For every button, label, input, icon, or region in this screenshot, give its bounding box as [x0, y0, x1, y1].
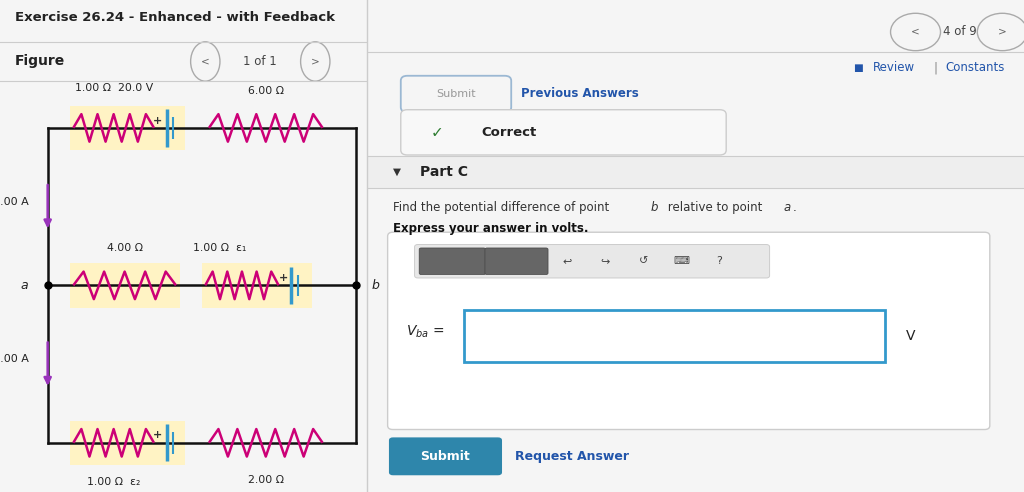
- Text: 1.00 Ω  20.0 V: 1.00 Ω 20.0 V: [75, 84, 153, 93]
- Text: .: .: [793, 201, 797, 214]
- FancyBboxPatch shape: [485, 248, 548, 275]
- Text: 4 of 9: 4 of 9: [943, 26, 977, 38]
- Text: Correct: Correct: [481, 126, 537, 139]
- Text: ✓: ✓: [431, 125, 444, 140]
- Text: >: >: [311, 57, 319, 66]
- FancyBboxPatch shape: [202, 263, 311, 308]
- Text: ▼: ▼: [393, 167, 400, 177]
- FancyBboxPatch shape: [415, 245, 770, 278]
- Text: Submit: Submit: [421, 450, 470, 462]
- Text: 2.00 A: 2.00 A: [0, 354, 29, 364]
- Text: ■: ■: [853, 63, 863, 73]
- Text: >: >: [998, 27, 1007, 37]
- Text: 1.00 A: 1.00 A: [0, 197, 29, 207]
- FancyBboxPatch shape: [70, 421, 185, 465]
- Text: +: +: [153, 430, 162, 440]
- Text: relative to point: relative to point: [664, 201, 766, 214]
- Text: b: b: [650, 201, 658, 214]
- Text: Request Answer: Request Answer: [514, 450, 629, 462]
- Text: b: b: [372, 279, 380, 292]
- FancyBboxPatch shape: [70, 263, 179, 308]
- Text: ?: ?: [717, 256, 723, 266]
- Text: +: +: [153, 116, 162, 125]
- Text: ■√□: ■√□: [441, 257, 463, 266]
- FancyBboxPatch shape: [464, 310, 885, 362]
- Text: 1 of 1: 1 of 1: [244, 55, 278, 68]
- Text: 4.00 Ω: 4.00 Ω: [106, 244, 142, 253]
- Text: Part C: Part C: [421, 165, 469, 179]
- FancyBboxPatch shape: [419, 248, 485, 275]
- Text: Express your answer in volts.: Express your answer in volts.: [393, 222, 589, 235]
- Text: Constants: Constants: [945, 62, 1005, 74]
- Text: V: V: [905, 329, 915, 343]
- FancyBboxPatch shape: [389, 437, 502, 475]
- Text: Figure: Figure: [14, 55, 65, 68]
- FancyBboxPatch shape: [360, 156, 1024, 188]
- Text: ↩: ↩: [562, 256, 571, 266]
- Text: 6.00 Ω: 6.00 Ω: [248, 86, 284, 96]
- FancyBboxPatch shape: [400, 110, 726, 155]
- Text: ↺: ↺: [639, 256, 648, 266]
- Text: 2.00 Ω: 2.00 Ω: [248, 475, 284, 485]
- Text: Review: Review: [872, 62, 914, 74]
- Text: +: +: [279, 273, 288, 283]
- Text: |: |: [933, 62, 937, 74]
- Text: ↪: ↪: [600, 256, 610, 266]
- Text: ΑΣφ: ΑΣφ: [508, 257, 525, 266]
- Text: Previous Answers: Previous Answers: [521, 88, 639, 100]
- FancyBboxPatch shape: [400, 76, 511, 112]
- Text: Exercise 26.24 - Enhanced - with Feedback: Exercise 26.24 - Enhanced - with Feedbac…: [14, 11, 335, 24]
- FancyBboxPatch shape: [70, 106, 185, 150]
- Text: ⌨: ⌨: [674, 256, 689, 266]
- Text: Submit: Submit: [436, 89, 476, 99]
- Text: a: a: [20, 279, 28, 292]
- Text: $V_{ba}$ =: $V_{ba}$ =: [407, 324, 444, 340]
- FancyBboxPatch shape: [388, 232, 990, 430]
- Text: 1.00 Ω  ε₂: 1.00 Ω ε₂: [87, 477, 140, 487]
- Text: a: a: [783, 201, 791, 214]
- Text: <: <: [201, 57, 210, 66]
- Text: <: <: [911, 27, 920, 37]
- Text: 1.00 Ω  ε₁: 1.00 Ω ε₁: [194, 244, 247, 253]
- Text: Find the potential difference of point: Find the potential difference of point: [393, 201, 613, 214]
